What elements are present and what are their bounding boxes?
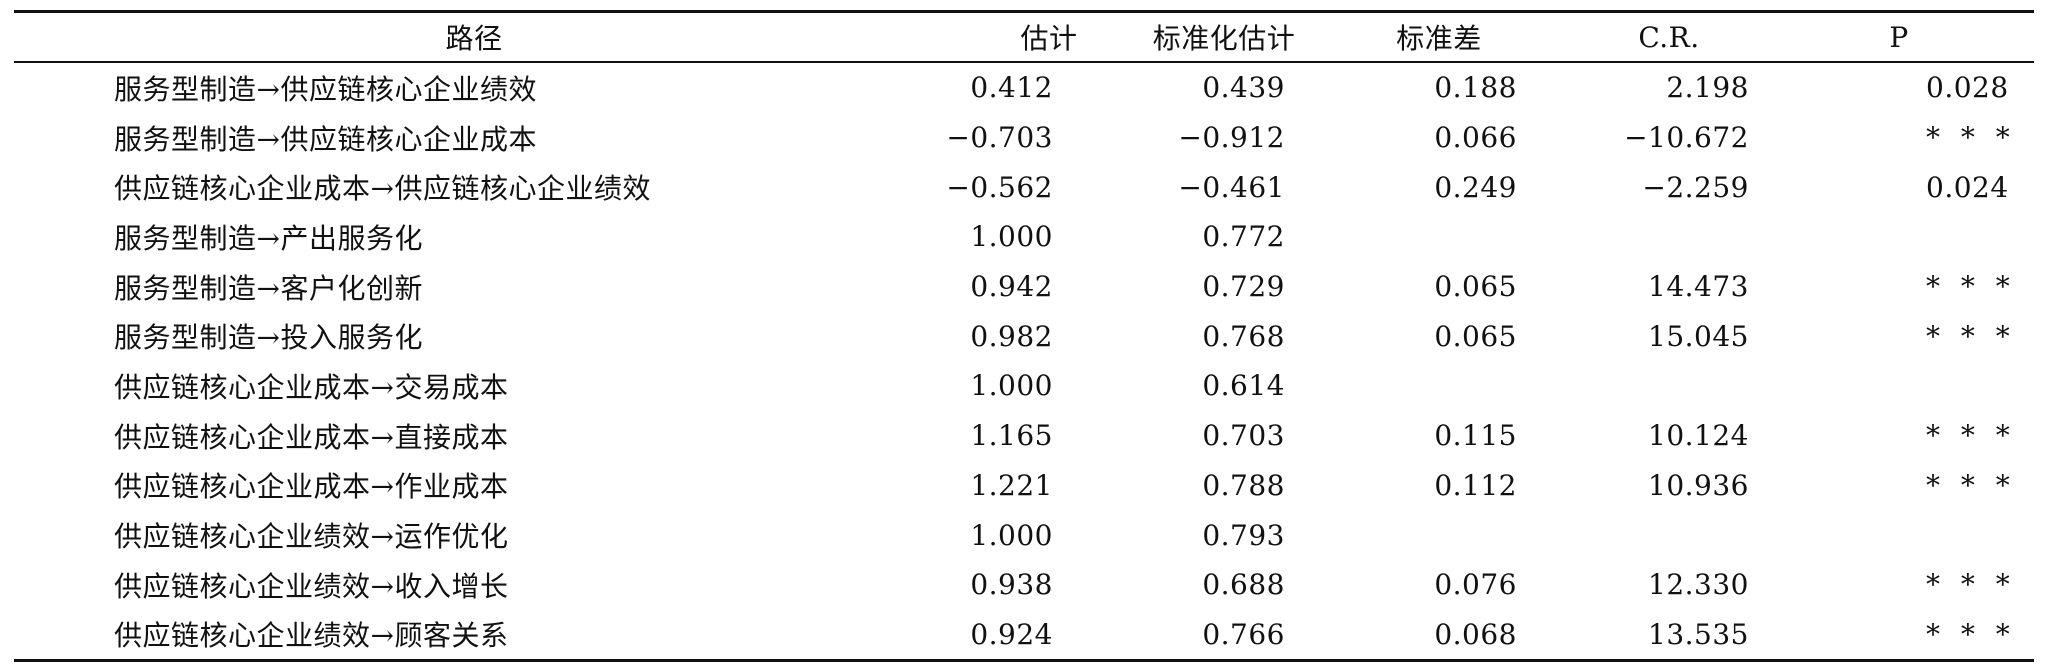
cell-cr: 15.045 xyxy=(1648,319,1749,353)
cell-std-error: 0.065 xyxy=(1434,270,1517,304)
table-row: 服务型制造→供应链核心企业成本 −0.703 −0.912 0.066 −10.… xyxy=(14,113,2034,163)
cell-p: * * * xyxy=(1749,419,2034,452)
cell-path: 供应链核心企业绩效→运作优化 xyxy=(114,520,509,554)
cell-cr: 13.535 xyxy=(1648,617,1749,651)
cell-estimate: 1.000 xyxy=(970,369,1053,403)
cell-std-estimate: 0.772 xyxy=(1202,220,1285,254)
table-header-row: 路径 估计 标准化估计 标准差 C.R. P xyxy=(14,13,2034,61)
cell-path: 服务型制造→投入服务化 xyxy=(114,321,423,355)
cell-path: 服务型制造→供应链核心企业绩效 xyxy=(114,72,537,106)
header-cr: C.R. xyxy=(1638,20,1700,54)
table-top-rule xyxy=(14,10,2034,13)
cell-std-error: 0.249 xyxy=(1434,170,1517,204)
p-significance: * * * xyxy=(1926,270,2016,304)
cell-estimate: 1.221 xyxy=(970,468,1053,502)
cell-path: 服务型制造→客户化创新 xyxy=(114,271,423,305)
cell-path: 服务型制造→供应链核心企业成本 xyxy=(114,122,537,156)
cell-p: * * * xyxy=(1749,469,2034,502)
cell-estimate: 0.982 xyxy=(970,319,1053,353)
cell-std-error: 0.188 xyxy=(1434,71,1517,105)
cell-path: 供应链核心企业成本→直接成本 xyxy=(114,420,509,454)
cell-std-estimate: 0.439 xyxy=(1202,71,1285,105)
p-significance: * * * xyxy=(1926,617,2016,651)
cell-std-error: 0.065 xyxy=(1434,319,1517,353)
p-significance: * * * xyxy=(1926,319,2016,353)
cell-p: * * * xyxy=(1749,320,2034,353)
cell-std-estimate: 0.766 xyxy=(1202,617,1285,651)
cell-std-estimate: 0.793 xyxy=(1202,518,1285,552)
cell-p: 0.028 xyxy=(1749,71,2034,104)
p-value: 0.028 xyxy=(1926,71,2009,105)
cell-std-error: 0.115 xyxy=(1434,419,1517,453)
cell-std-estimate: −0.912 xyxy=(1178,121,1285,155)
table-row: 服务型制造→客户化创新 0.942 0.729 0.065 14.473 * *… xyxy=(14,262,2034,312)
p-significance: * * * xyxy=(1926,419,2016,453)
table-row: 服务型制造→投入服务化 0.982 0.768 0.065 15.045 * *… xyxy=(14,311,2034,361)
table-row: 供应链核心企业成本→作业成本 1.221 0.788 0.112 10.936 … xyxy=(14,461,2034,511)
table-row: 供应链核心企业绩效→运作优化 1.000 0.793 xyxy=(14,510,2034,560)
cell-estimate: 1.000 xyxy=(970,518,1053,552)
cell-path: 供应链核心企业成本→作业成本 xyxy=(114,470,509,504)
header-std-estimate: 标准化估计 xyxy=(1152,22,1296,55)
cell-std-estimate: 0.614 xyxy=(1202,369,1285,403)
cell-estimate: 0.938 xyxy=(970,568,1053,602)
cell-std-estimate: 0.688 xyxy=(1202,568,1285,602)
p-significance: * * * xyxy=(1926,568,2016,602)
cell-std-error: 0.068 xyxy=(1434,617,1517,651)
cell-p: * * * xyxy=(1749,568,2034,601)
table-body: 服务型制造→供应链核心企业绩效 0.412 0.439 0.188 2.198 … xyxy=(14,63,2034,659)
cell-std-estimate: 0.788 xyxy=(1202,468,1285,502)
path-coefficient-table: 路径 估计 标准化估计 标准差 C.R. P 服务型制造→供应链核心企业绩效 0… xyxy=(14,10,2034,663)
cell-cr: −10.672 xyxy=(1624,121,1749,155)
cell-path: 供应链核心企业成本→供应链核心企业绩效 xyxy=(114,172,651,206)
cell-estimate: 0.924 xyxy=(970,617,1053,651)
cell-cr: 14.473 xyxy=(1648,270,1749,304)
cell-p: * * * xyxy=(1749,121,2034,154)
table-row: 供应链核心企业成本→交易成本 1.000 0.614 xyxy=(14,361,2034,411)
cell-estimate: −0.703 xyxy=(946,121,1053,155)
p-significance: * * * xyxy=(1926,121,2016,155)
table-row: 供应链核心企业绩效→收入增长 0.938 0.688 0.076 12.330 … xyxy=(14,560,2034,610)
cell-path: 供应链核心企业绩效→收入增长 xyxy=(114,569,509,603)
cell-cr: 12.330 xyxy=(1648,568,1749,602)
header-estimate: 估计 xyxy=(1020,22,1078,55)
cell-p xyxy=(1749,369,2034,402)
table-row: 供应链核心企业成本→供应链核心企业绩效 −0.562 −0.461 0.249 … xyxy=(14,162,2034,212)
cell-cr: 2.198 xyxy=(1666,71,1749,105)
table-row: 服务型制造→供应链核心企业绩效 0.412 0.439 0.188 2.198 … xyxy=(14,63,2034,113)
cell-std-estimate: 0.703 xyxy=(1202,419,1285,453)
cell-path: 供应链核心企业成本→交易成本 xyxy=(114,370,509,404)
cell-estimate: 0.412 xyxy=(970,71,1053,105)
cell-path: 供应链核心企业绩效→顾客关系 xyxy=(114,619,509,653)
cell-p xyxy=(1749,220,2034,253)
header-p: P xyxy=(1889,20,1909,54)
header-path: 路径 xyxy=(445,22,503,55)
cell-cr: 10.124 xyxy=(1648,419,1749,453)
p-significance: * * * xyxy=(1926,468,2016,502)
cell-std-error: 0.076 xyxy=(1434,568,1517,602)
cell-path: 服务型制造→产出服务化 xyxy=(114,221,423,255)
cell-cr: −2.259 xyxy=(1642,170,1749,204)
cell-estimate: −0.562 xyxy=(946,170,1053,204)
cell-std-error: 0.066 xyxy=(1434,121,1517,155)
table-header-rule xyxy=(14,61,2034,63)
cell-p xyxy=(1749,519,2034,552)
header-std-error: 标准差 xyxy=(1396,22,1482,55)
table-bottom-rule xyxy=(14,659,2034,663)
cell-estimate: 0.942 xyxy=(970,270,1053,304)
cell-std-estimate: 0.729 xyxy=(1202,270,1285,304)
table-row: 供应链核心企业成本→直接成本 1.165 0.703 0.115 10.124 … xyxy=(14,411,2034,461)
cell-p: * * * xyxy=(1749,270,2034,303)
cell-std-estimate: −0.461 xyxy=(1178,170,1285,204)
p-value: 0.024 xyxy=(1926,170,2009,204)
cell-p: * * * xyxy=(1749,618,2034,651)
cell-std-error: 0.112 xyxy=(1434,468,1517,502)
cell-p: 0.024 xyxy=(1749,171,2034,204)
cell-std-estimate: 0.768 xyxy=(1202,319,1285,353)
cell-estimate: 1.165 xyxy=(970,419,1053,453)
cell-cr: 10.936 xyxy=(1648,468,1749,502)
table-row: 服务型制造→产出服务化 1.000 0.772 xyxy=(14,212,2034,262)
cell-estimate: 1.000 xyxy=(970,220,1053,254)
table-row: 供应链核心企业绩效→顾客关系 0.924 0.766 0.068 13.535 … xyxy=(14,610,2034,660)
